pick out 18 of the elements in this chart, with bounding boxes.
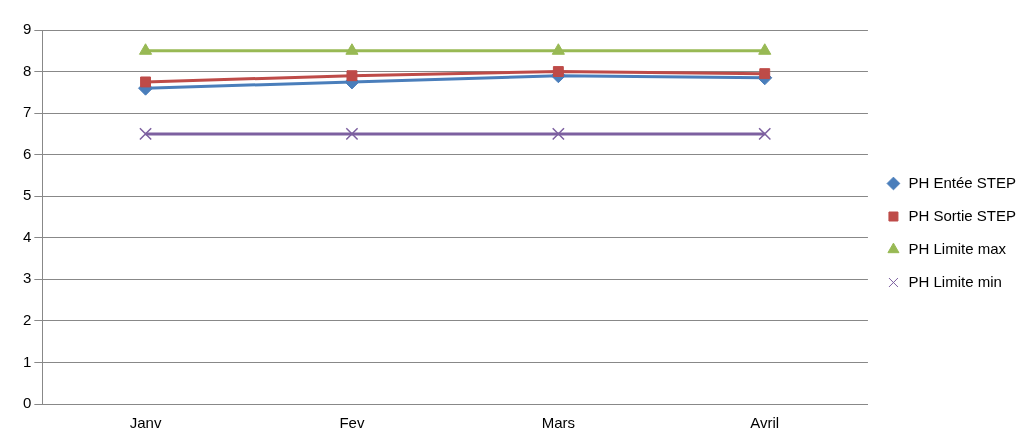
y-tick-label: 7: [23, 103, 32, 121]
legend-label: PH Limite min: [908, 272, 1002, 290]
x-tick-label: Avril: [750, 414, 780, 432]
y-tick-label: 9: [23, 20, 32, 38]
x-tick-label: Janv: [129, 414, 162, 432]
y-tick-label: 6: [23, 144, 32, 162]
y-tick-label: 8: [23, 61, 32, 79]
x-tick-label: Mars: [541, 414, 576, 432]
legend-label: PH Entée STEP: [908, 173, 1017, 191]
y-tick-label: 2: [23, 311, 32, 329]
y-tick-label: 1: [23, 352, 32, 370]
y-tick-label: 3: [23, 269, 32, 287]
x-tick-label: Fev: [339, 414, 365, 432]
y-tick-label: 4: [23, 227, 32, 245]
legend-label: PH Limite max: [908, 239, 1007, 257]
y-tick-label: 5: [23, 186, 32, 204]
y-tick-label: 0: [23, 394, 32, 412]
legend-label: PH Sortie STEP: [908, 206, 1016, 224]
